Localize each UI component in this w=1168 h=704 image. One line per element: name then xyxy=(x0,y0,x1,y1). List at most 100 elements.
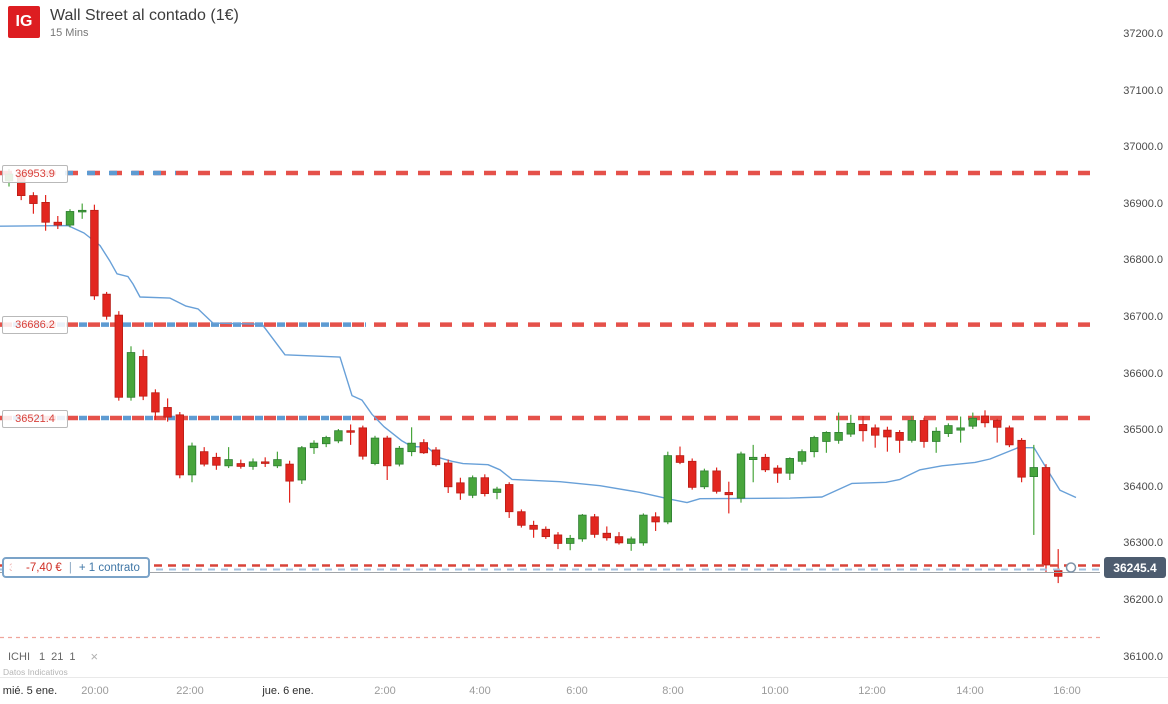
y-axis-label: 36200.0 xyxy=(1123,594,1163,606)
candle-body[interactable] xyxy=(871,427,880,436)
candle-body[interactable] xyxy=(1017,439,1026,478)
candle-body[interactable] xyxy=(919,420,929,442)
candle-body[interactable] xyxy=(663,455,672,523)
indicator-param: 1 xyxy=(39,650,46,663)
candle-body[interactable] xyxy=(846,422,855,435)
candle-body[interactable] xyxy=(175,414,184,476)
candle-body[interactable] xyxy=(761,456,770,471)
indicator-name[interactable]: ICHI xyxy=(8,650,30,663)
candle-body[interactable] xyxy=(956,427,965,431)
candle-body[interactable] xyxy=(529,524,538,530)
candle-body[interactable] xyxy=(1029,467,1038,477)
candle-body[interactable] xyxy=(749,456,758,460)
candle-body[interactable] xyxy=(797,451,807,462)
price-chart[interactable] xyxy=(0,0,1168,677)
ig-logo[interactable]: IG xyxy=(8,6,40,38)
candle-body[interactable] xyxy=(321,437,331,445)
candle-body[interactable] xyxy=(724,492,733,496)
candle-body[interactable] xyxy=(236,463,245,467)
candle-body[interactable] xyxy=(517,511,526,526)
level-price-label: 36521.4 xyxy=(2,409,68,428)
candle-body[interactable] xyxy=(126,352,136,398)
candle-body[interactable] xyxy=(590,516,599,535)
candle-body[interactable] xyxy=(443,462,453,488)
candle-body[interactable] xyxy=(163,407,172,418)
candle-body[interactable] xyxy=(810,437,819,453)
candle-body[interactable] xyxy=(138,356,148,397)
candle-body[interactable] xyxy=(468,477,477,496)
candle-body[interactable] xyxy=(65,211,75,226)
candle-body[interactable] xyxy=(41,202,50,223)
candle-body[interactable] xyxy=(1054,570,1063,577)
candle-body[interactable] xyxy=(566,537,575,544)
candle-body[interactable] xyxy=(834,432,843,441)
candle-body[interactable] xyxy=(602,532,611,539)
candle-body[interactable] xyxy=(1041,467,1051,566)
candle-body[interactable] xyxy=(883,429,892,438)
candle-body[interactable] xyxy=(419,442,428,454)
y-axis-label: 37200.0 xyxy=(1123,28,1163,40)
candle-body[interactable] xyxy=(78,209,87,213)
candle-body[interactable] xyxy=(822,432,831,442)
candle-body[interactable] xyxy=(944,425,953,434)
candle-body[interactable] xyxy=(370,437,380,464)
candle-body[interactable] xyxy=(224,459,233,467)
candle-body[interactable] xyxy=(712,470,721,492)
candle-body[interactable] xyxy=(578,514,587,540)
candle-body[interactable] xyxy=(53,221,62,226)
candle-body[interactable] xyxy=(895,432,904,441)
candle-body[interactable] xyxy=(29,195,38,204)
candle-body[interactable] xyxy=(102,293,111,317)
indicator-row: ICHI 1 21 1 × xyxy=(8,649,98,664)
indicator-close-icon[interactable]: × xyxy=(90,649,99,664)
candle-body[interactable] xyxy=(993,420,1002,428)
candle-body[interactable] xyxy=(212,456,221,466)
candle-body[interactable] xyxy=(651,516,660,523)
candle-body[interactable] xyxy=(187,445,197,476)
instrument-title: Wall Street al contado (1€) xyxy=(50,7,239,24)
candle-body[interactable] xyxy=(553,534,563,544)
x-axis-label: 12:00 xyxy=(858,685,886,697)
candle-body[interactable] xyxy=(382,437,392,467)
candle-body[interactable] xyxy=(504,484,514,513)
candle-body[interactable] xyxy=(114,314,123,398)
candle-body[interactable] xyxy=(199,451,209,465)
candle-body[interactable] xyxy=(907,420,916,441)
position-marker[interactable] xyxy=(1065,562,1077,573)
candle-body[interactable] xyxy=(273,459,282,467)
candle-body[interactable] xyxy=(248,461,258,467)
candle-body[interactable] xyxy=(980,415,990,424)
candle-body[interactable] xyxy=(309,442,319,449)
candle-body[interactable] xyxy=(346,430,355,433)
candle-body[interactable] xyxy=(480,477,489,494)
candle-body[interactable] xyxy=(358,427,367,457)
x-axis-label: 22:00 xyxy=(176,685,204,697)
candle-body[interactable] xyxy=(614,536,624,544)
candle-body[interactable] xyxy=(395,447,404,465)
candle-body[interactable] xyxy=(688,460,697,488)
candle-body[interactable] xyxy=(700,470,709,488)
candle-body[interactable] xyxy=(431,449,441,466)
candle-body[interactable] xyxy=(932,430,941,442)
candle-body[interactable] xyxy=(773,467,782,474)
candle-body[interactable] xyxy=(627,538,636,544)
candle-body[interactable] xyxy=(334,430,343,442)
candle-body[interactable] xyxy=(1005,427,1014,446)
candle-body[interactable] xyxy=(858,424,868,432)
candle-body[interactable] xyxy=(285,463,294,482)
candle-body[interactable] xyxy=(639,514,648,544)
candle-body[interactable] xyxy=(785,458,794,474)
candle-body[interactable] xyxy=(260,461,270,464)
position-pill[interactable]: 36252.8 -7,40 € | + 1 contrato xyxy=(2,557,150,578)
candle-body[interactable] xyxy=(968,417,977,427)
candle-body[interactable] xyxy=(675,455,685,463)
candle-body[interactable] xyxy=(456,482,465,494)
candle-body[interactable] xyxy=(407,442,416,453)
position-contracts[interactable]: + 1 contrato xyxy=(78,561,140,574)
candle-body[interactable] xyxy=(297,447,306,481)
candle-body[interactable] xyxy=(492,488,502,493)
candle-body[interactable] xyxy=(541,528,550,538)
candle-body[interactable] xyxy=(151,392,160,413)
candle-body[interactable] xyxy=(736,453,746,499)
candle-body[interactable] xyxy=(90,209,99,297)
